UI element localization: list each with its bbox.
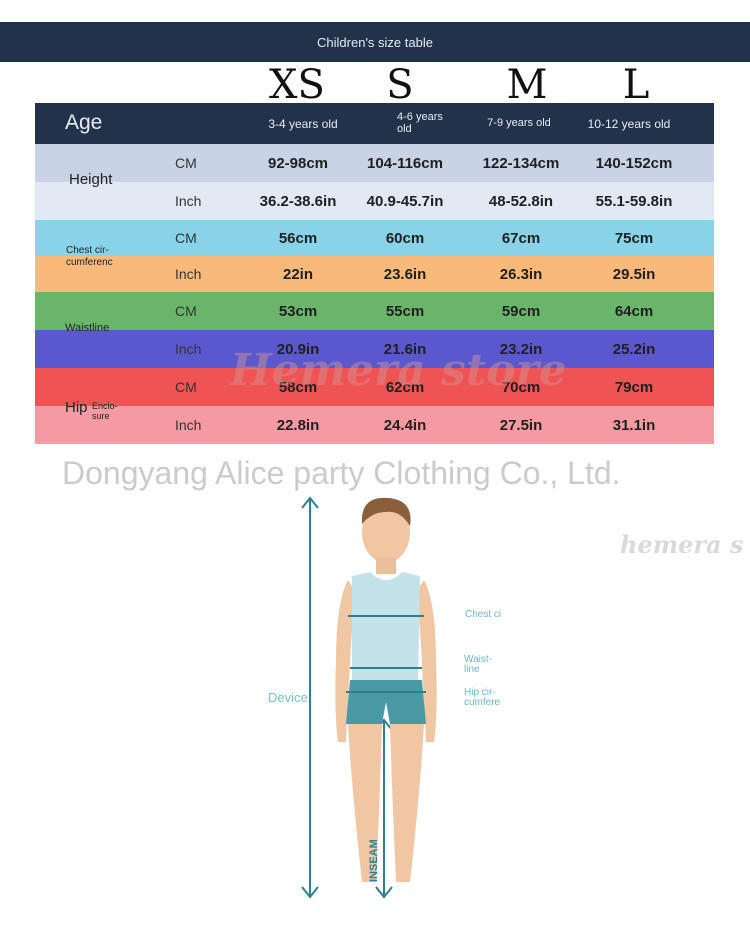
- table-cell: 122-134cm: [482, 154, 560, 172]
- waist-cm-row: CM 53cm 55cm 59cm 64cm: [35, 292, 714, 330]
- person-right-leg: [390, 724, 424, 882]
- table-cell: 48-52.8in: [488, 192, 554, 210]
- age-m: 7-9 years old: [487, 117, 551, 129]
- table-cell: 36.2-38.6in: [259, 192, 337, 210]
- hip-label: Hip: [65, 399, 88, 416]
- device-label: Device: [268, 690, 308, 705]
- table-cell: 22.8in: [276, 416, 320, 434]
- table-cell: 27.5in: [499, 416, 543, 434]
- person-head: [361, 497, 411, 574]
- store-watermark: Hemera store: [230, 345, 567, 396]
- table-cell: 21.6in: [383, 340, 427, 358]
- table-cell: 67cm: [501, 229, 541, 247]
- body-figure: [301, 496, 437, 899]
- waist-cm-unit: CM: [175, 303, 197, 319]
- waist-inch-unit: Inch: [175, 341, 202, 357]
- size-m: M: [506, 62, 548, 108]
- table-cell: 22in: [282, 265, 314, 283]
- hip-cm-unit: CM: [175, 379, 197, 395]
- person-left-arm: [335, 580, 356, 742]
- table-cell: 56cm: [278, 229, 318, 247]
- table-cell: 62cm: [385, 378, 425, 396]
- hip-inch-row: Inch 22.8in 24.4in 27.5in 31.1in: [35, 406, 714, 444]
- chest-inch-unit: Inch: [175, 266, 202, 282]
- chest-inch-row: Inch 22in 23.6in 26.3in 29.5in: [35, 256, 714, 292]
- waist-label: Waistline: [65, 322, 110, 334]
- table-cell: 104-116cm: [367, 154, 443, 172]
- table-cell: 79cm: [614, 378, 654, 396]
- person-right-arm: [416, 580, 437, 742]
- height-inch-unit: Inch: [175, 193, 202, 209]
- height-arrow: [301, 496, 319, 899]
- height-inch-row: Inch 36.2-38.6in 40.9-45.7in 48-52.8in 5…: [35, 182, 714, 220]
- title-banner: Children's size table: [0, 22, 750, 62]
- table-cell: 140-152cm: [595, 154, 673, 172]
- banner-title: Children's size table: [317, 34, 433, 50]
- table-cell: 60cm: [385, 229, 425, 247]
- chest-cm-unit: CM: [175, 230, 197, 246]
- age-l: 10-12 years old: [587, 117, 671, 131]
- size-l: L: [622, 62, 650, 108]
- person-tank-top: [352, 572, 420, 682]
- table-cell: 25.2in: [612, 340, 656, 358]
- hip-inch-unit: Inch: [175, 417, 202, 433]
- chest-cm-row: CM 56cm 60cm 67cm 75cm: [35, 220, 714, 256]
- table-cell: 26.3in: [499, 265, 543, 283]
- inseam-label: INSEAM: [368, 839, 380, 882]
- hip-label-enclosure: Enclo-sure: [92, 401, 118, 421]
- table-cell: 53cm: [278, 302, 318, 320]
- table-cell: 59cm: [501, 302, 541, 320]
- age-label: Age: [65, 111, 103, 134]
- table-cell: 55cm: [385, 302, 425, 320]
- table-cell: 24.4in: [383, 416, 427, 434]
- size-xs: XS: [269, 62, 325, 108]
- waist-inch-row: Inch 20.9in 21.6in 23.2in 25.2in: [35, 330, 714, 368]
- table-cell: 20.9in: [276, 340, 320, 358]
- table-cell: 31.1in: [612, 416, 656, 434]
- store-watermark-small: hemera s: [620, 530, 744, 559]
- chest-annotation: Chest ci: [465, 609, 502, 620]
- hip-annotation: Hip cir-cumfere: [464, 687, 501, 708]
- table-cell: 23.2in: [499, 340, 543, 358]
- hip-cm-row: CM 58cm 62cm 70cm 79cm: [35, 368, 714, 406]
- table-cell: 29.5in: [612, 265, 656, 283]
- age-s: 4-6 years old: [397, 111, 443, 135]
- table-cell: 75cm: [614, 229, 654, 247]
- table-cell: 92-98cm: [267, 154, 329, 172]
- height-label: Height: [69, 171, 113, 188]
- person-left-leg: [348, 724, 382, 882]
- size-header: XS S M L: [0, 64, 750, 106]
- table-cell: 55.1-59.8in: [595, 192, 673, 210]
- table-cell: 64cm: [614, 302, 654, 320]
- table-cell: 23.6in: [383, 265, 427, 283]
- person-shorts: [346, 680, 426, 724]
- table-cell: 40.9-45.7in: [366, 192, 444, 210]
- table-cell: 58cm: [278, 378, 318, 396]
- size-s: S: [386, 62, 414, 108]
- age-xs: 3-4 years old: [268, 117, 338, 131]
- age-row: Age 3-4 years old 4-6 years old 7-9 year…: [35, 103, 714, 144]
- waist-annotation: Waist-line: [464, 654, 492, 675]
- chest-label: Chest cir-cumferenc: [66, 245, 113, 268]
- height-cm-unit: CM: [175, 155, 197, 171]
- table-cell: 70cm: [501, 378, 541, 396]
- height-cm-row: CM 92-98cm 104-116cm 122-134cm 140-152cm: [35, 144, 714, 182]
- company-watermark: Dongyang Alice party Clothing Co., Ltd.: [62, 455, 621, 491]
